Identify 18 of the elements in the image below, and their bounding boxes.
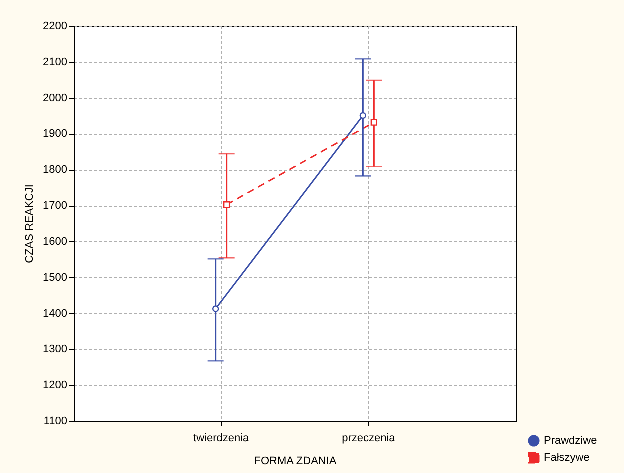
y-tick-label: 2100: [43, 56, 68, 68]
x-axis-title: FORMA ZDANIA: [254, 456, 338, 468]
y-tick-label: 1100: [44, 416, 68, 428]
y-tick-label: 2000: [43, 92, 68, 104]
y-tick-label: 1300: [43, 344, 68, 356]
x-tick-label: przeczenia: [342, 432, 396, 444]
y-tick-label: 1200: [43, 380, 68, 392]
y-tick-label: 1800: [43, 164, 68, 176]
y-tick-label: 1400: [43, 308, 68, 320]
y-axis-title: CZAS REAKCJI: [24, 184, 36, 264]
y-tick-label: 1600: [43, 236, 68, 248]
y-tick-label: 1900: [43, 128, 68, 140]
x-tick-label: twierdzenia: [194, 432, 250, 444]
y-tick-label: 2200: [43, 20, 68, 32]
legend-label: Fałszywe: [544, 452, 590, 464]
legend-label: Prawdziwe: [544, 435, 598, 447]
y-tick-label: 1500: [43, 272, 68, 284]
y-tick-label: 1700: [43, 200, 68, 212]
